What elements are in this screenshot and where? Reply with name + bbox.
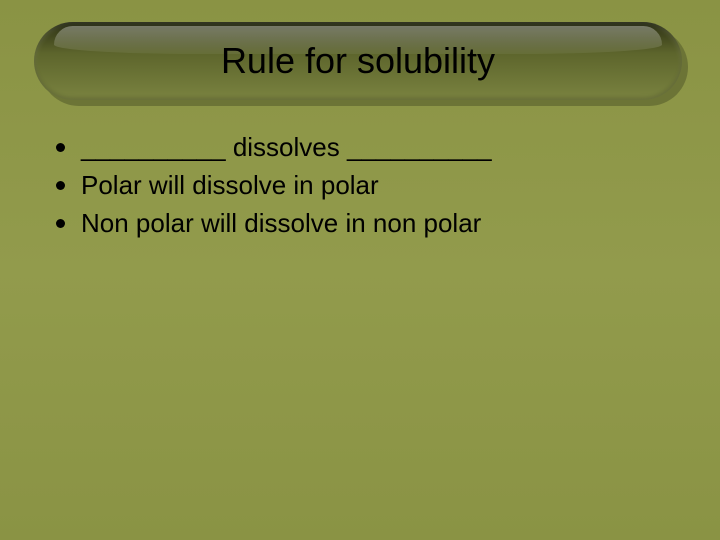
bullet-text: __________ dissolves __________ <box>81 130 492 164</box>
slide-title: Rule for solubility <box>221 40 495 82</box>
bullet-text: Polar will dissolve in polar <box>81 168 379 202</box>
list-item: Non polar will dissolve in non polar <box>56 206 680 240</box>
list-item: Polar will dissolve in polar <box>56 168 680 202</box>
bullet-icon <box>56 219 65 228</box>
bullet-icon <box>56 181 65 190</box>
bullet-list: __________ dissolves __________ Polar wi… <box>56 130 680 244</box>
bullet-icon <box>56 143 65 152</box>
title-bar: Rule for solubility <box>34 22 682 100</box>
slide: Rule for solubility __________ dissolves… <box>0 0 720 540</box>
list-item: __________ dissolves __________ <box>56 130 680 164</box>
bullet-text: Non polar will dissolve in non polar <box>81 206 481 240</box>
